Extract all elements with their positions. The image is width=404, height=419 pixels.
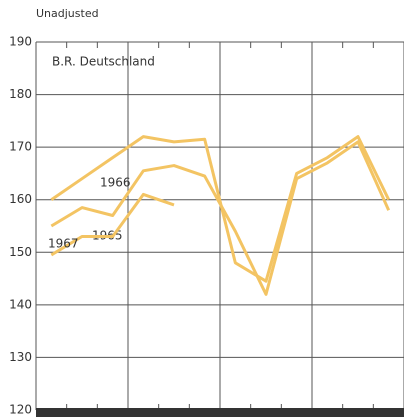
chart-title: Unadjusted — [36, 7, 99, 20]
series-line — [50, 140, 391, 296]
series-label: 1966 — [100, 176, 131, 190]
y-tick-label: 130 — [9, 350, 32, 364]
y-tick-label: 160 — [9, 192, 32, 206]
y-tick-label: 140 — [9, 297, 32, 311]
y-tick-label: 170 — [9, 140, 32, 154]
series-line — [50, 192, 175, 257]
y-tick-label: 150 — [9, 245, 32, 259]
y-tick-label: 190 — [9, 35, 32, 49]
series-label: 1967 — [48, 237, 79, 251]
chart-subtitle: B.R. Deutschland — [52, 55, 155, 69]
y-tick-label: 180 — [9, 87, 32, 101]
x-axis-bar — [36, 408, 404, 417]
y-tick-label: 120 — [9, 403, 32, 417]
